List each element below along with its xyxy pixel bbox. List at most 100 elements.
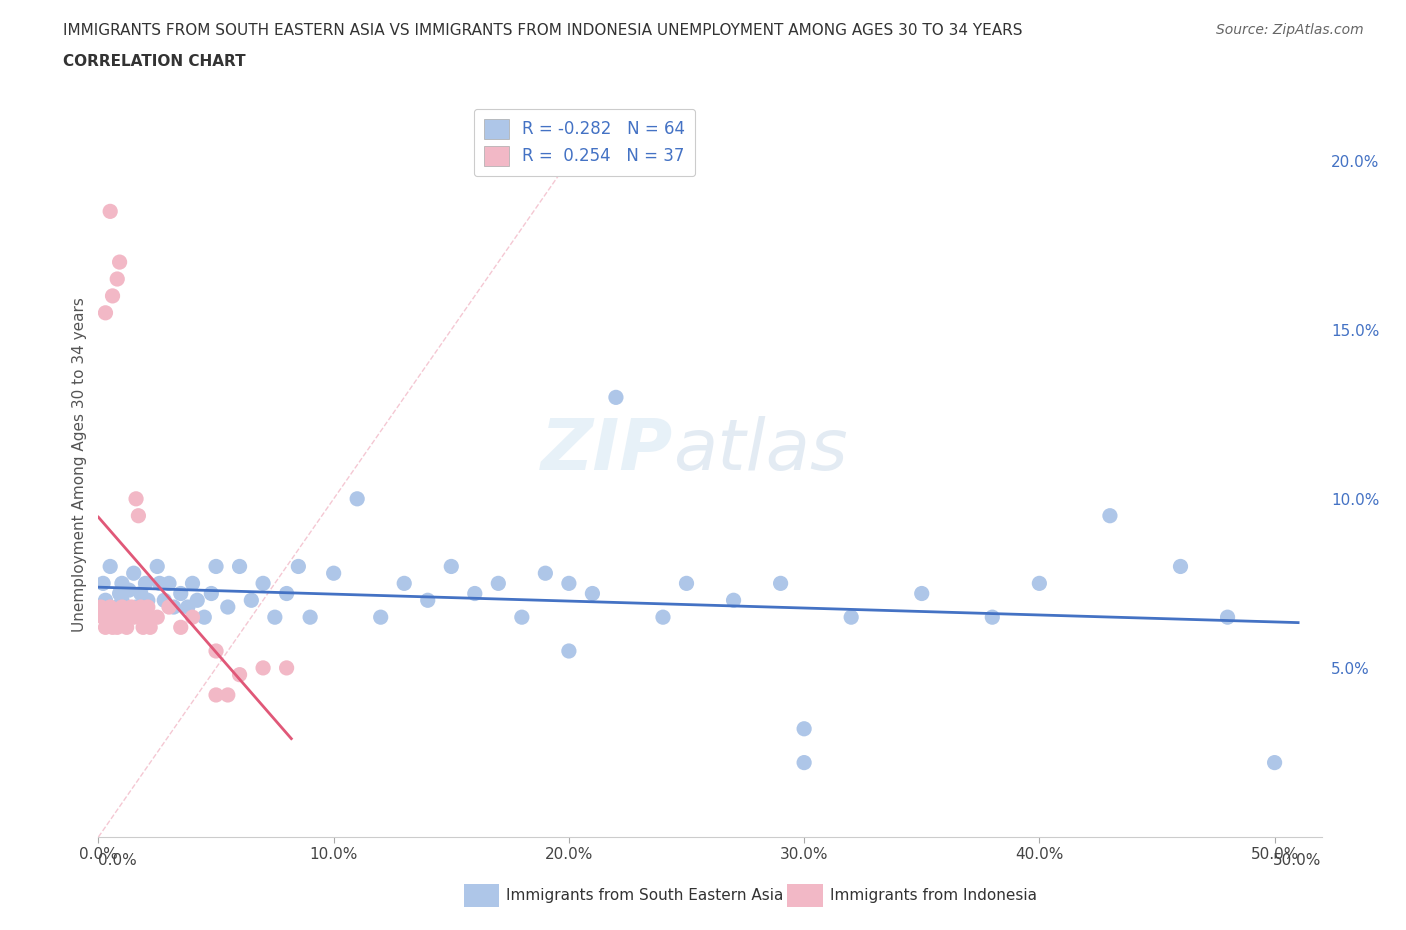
Point xyxy=(464,586,486,601)
Point xyxy=(108,255,131,270)
Point xyxy=(112,610,135,625)
Point xyxy=(346,491,368,506)
Point xyxy=(911,586,934,601)
Text: Immigrants from Indonesia: Immigrants from Indonesia xyxy=(830,888,1036,903)
Point xyxy=(1216,610,1239,625)
Point xyxy=(136,600,159,615)
Point xyxy=(205,687,228,702)
Point xyxy=(205,644,228,658)
Point xyxy=(115,610,138,625)
Point xyxy=(91,610,114,625)
Point xyxy=(108,610,131,625)
Point xyxy=(723,592,745,607)
Point xyxy=(981,610,1004,625)
Point xyxy=(122,610,145,625)
Point xyxy=(101,288,124,303)
Point xyxy=(839,610,862,625)
Legend: R = -0.282   N = 64, R =  0.254   N = 37: R = -0.282 N = 64, R = 0.254 N = 37 xyxy=(474,109,695,176)
Point xyxy=(510,610,533,625)
Point xyxy=(118,583,141,598)
Point xyxy=(132,620,155,635)
Point xyxy=(111,576,134,591)
Point xyxy=(392,576,416,591)
Point xyxy=(181,610,204,625)
Text: atlas: atlas xyxy=(673,416,848,485)
Point xyxy=(276,660,298,675)
Point xyxy=(146,610,169,625)
Point xyxy=(98,559,121,574)
Text: Source: ZipAtlas.com: Source: ZipAtlas.com xyxy=(1216,23,1364,37)
Point xyxy=(416,592,439,607)
Point xyxy=(98,204,121,219)
Point xyxy=(97,610,120,625)
Point xyxy=(157,600,180,615)
Point xyxy=(486,576,509,591)
Point xyxy=(101,610,124,625)
Point xyxy=(122,565,145,580)
Point xyxy=(652,610,675,625)
Text: ZIP: ZIP xyxy=(541,416,673,485)
Point xyxy=(134,576,156,591)
Point xyxy=(111,600,134,615)
Point xyxy=(163,600,186,615)
Point xyxy=(605,390,627,405)
Point xyxy=(127,509,149,524)
Point xyxy=(94,592,117,607)
Point xyxy=(98,600,121,615)
Point xyxy=(170,586,193,601)
Point xyxy=(125,491,148,506)
Text: Immigrants from South Eastern Asia: Immigrants from South Eastern Asia xyxy=(506,888,783,903)
Point xyxy=(129,600,152,615)
Point xyxy=(205,559,228,574)
Point xyxy=(108,586,131,601)
Point xyxy=(94,620,117,635)
Point xyxy=(105,620,128,635)
Point xyxy=(793,755,815,770)
Point xyxy=(186,592,208,607)
Point xyxy=(252,660,274,675)
Point xyxy=(1264,755,1286,770)
Point xyxy=(181,576,204,591)
Point xyxy=(134,610,156,625)
Point xyxy=(534,565,557,580)
Point xyxy=(217,600,239,615)
Point xyxy=(90,600,112,615)
Point xyxy=(136,592,159,607)
Point xyxy=(1028,576,1050,591)
Point xyxy=(370,610,392,625)
Text: 50.0%: 50.0% xyxy=(1274,853,1322,868)
Text: 0.0%: 0.0% xyxy=(98,853,138,868)
Point xyxy=(125,600,148,615)
Point xyxy=(139,620,162,635)
Point xyxy=(558,644,581,658)
Point xyxy=(120,600,142,615)
Point xyxy=(793,722,815,737)
Point xyxy=(105,272,128,286)
Point xyxy=(1098,509,1121,524)
Point xyxy=(276,586,298,601)
Point xyxy=(139,610,162,625)
Point xyxy=(105,600,128,615)
Y-axis label: Unemployment Among Ages 30 to 34 years: Unemployment Among Ages 30 to 34 years xyxy=(72,298,87,632)
Point xyxy=(118,610,141,625)
Point xyxy=(146,559,169,574)
Point xyxy=(170,620,193,635)
Point xyxy=(322,565,344,580)
Text: CORRELATION CHART: CORRELATION CHART xyxy=(63,54,246,69)
Point xyxy=(111,592,134,607)
Point xyxy=(149,576,172,591)
Point xyxy=(91,576,114,591)
Point xyxy=(263,610,285,625)
Point xyxy=(228,667,250,682)
Point xyxy=(104,610,127,625)
Point xyxy=(153,592,176,607)
Point xyxy=(115,620,138,635)
Point xyxy=(217,687,239,702)
Point xyxy=(1170,559,1192,574)
Point xyxy=(240,592,263,607)
Point xyxy=(193,610,215,625)
Point xyxy=(581,586,603,601)
Point xyxy=(228,559,250,574)
Point xyxy=(675,576,697,591)
Point xyxy=(177,600,200,615)
